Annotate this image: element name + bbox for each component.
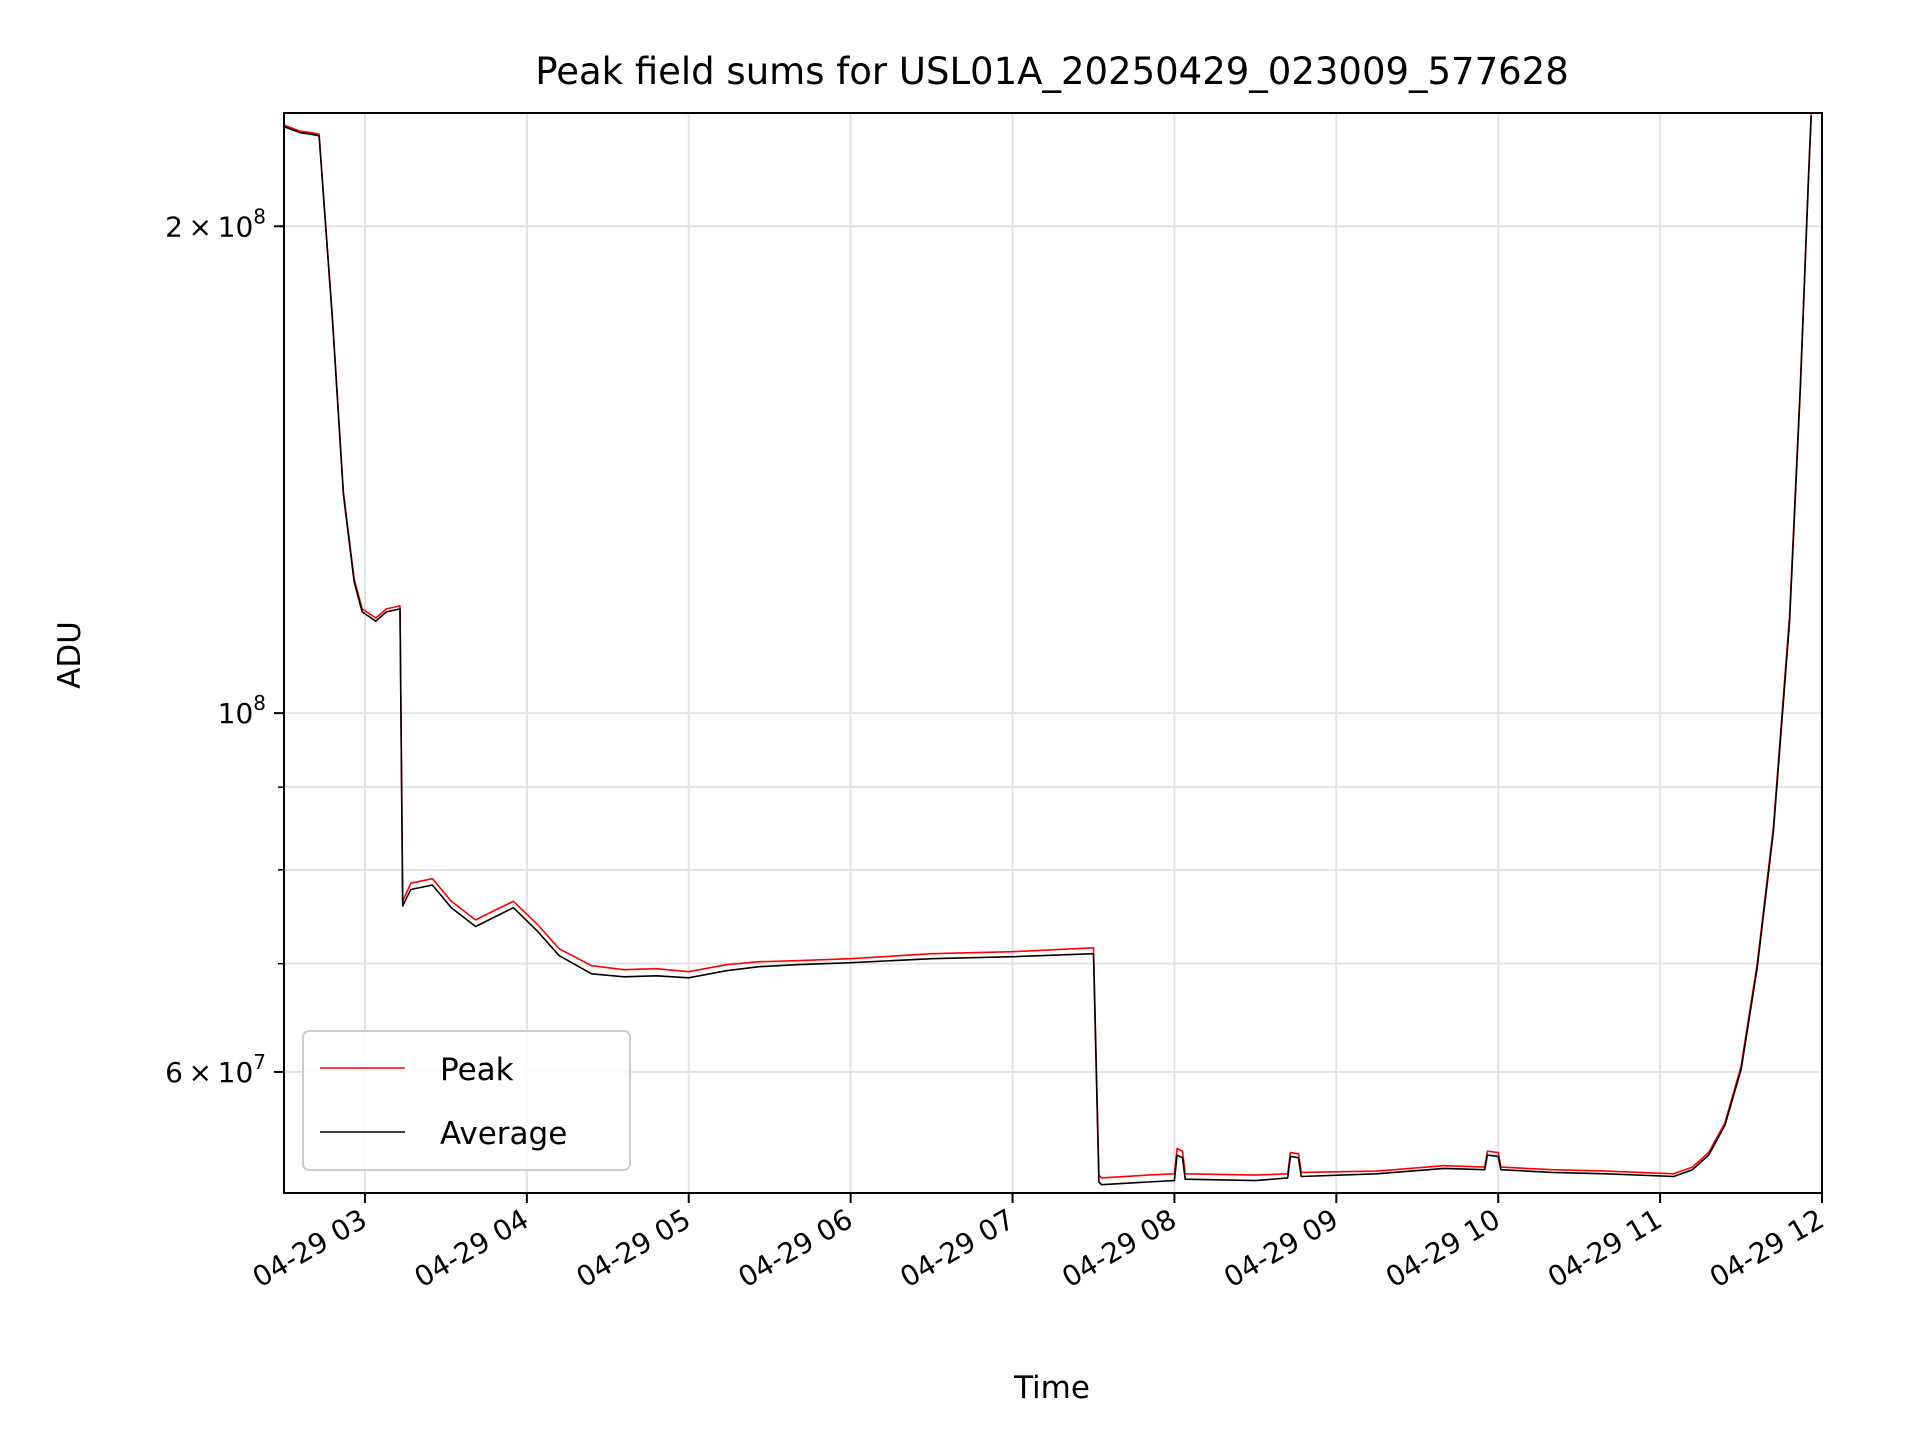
x-tick-label: 04-29 03 (247, 1202, 373, 1294)
x-axis: 04-29 03 04-29 04 04-29 05 04-29 06 04-29 07… (247, 1193, 1830, 1294)
x-tick-label: 04-29 09 (1218, 1202, 1344, 1294)
y-axis-title: ADU (52, 621, 88, 689)
x-tick-label: 04-29 04 (409, 1202, 535, 1294)
y-tick-mantissa: 2 (165, 210, 183, 243)
y-tick-label: 2 × 108 (165, 204, 266, 243)
y-tick-label: 6 × 107 (165, 1050, 266, 1089)
legend-box (302, 1030, 631, 1171)
y-tick-exponent: 8 (253, 691, 266, 715)
x-tick-label: 04-29 05 (571, 1202, 697, 1294)
legend-label-peak: Peak (440, 1052, 514, 1088)
series-line-average (284, 115, 1812, 1186)
plot-frame (283, 112, 1823, 1194)
x-axis-title: Time (1013, 1370, 1090, 1406)
series-area (284, 113, 1812, 1186)
y-tick-exponent: 8 (253, 204, 266, 228)
chart-title: Peak field sums for USL01A_20250429_0230… (535, 50, 1569, 93)
legend-label-average: Average (440, 1116, 567, 1152)
y-tick-label: 108 (218, 691, 266, 730)
legend: Peak Average (302, 1030, 631, 1171)
x-tick-label: 04-29 11 (1542, 1202, 1668, 1294)
y-tick-exponent: 7 (253, 1050, 266, 1074)
x-tick-label: 04-29 12 (1704, 1202, 1830, 1294)
x-tick-label: 04-29 10 (1380, 1202, 1506, 1294)
y-axis: 6 × 107 108 2 × 108 (165, 204, 284, 1089)
y-tick-mantissa: 6 (165, 1056, 183, 1089)
x-tick-label: 04-29 07 (895, 1202, 1021, 1294)
x-tick-label: 04-29 08 (1056, 1202, 1182, 1294)
x-tick-label: 04-29 06 (733, 1202, 859, 1294)
series-line-peak (284, 113, 1812, 1179)
